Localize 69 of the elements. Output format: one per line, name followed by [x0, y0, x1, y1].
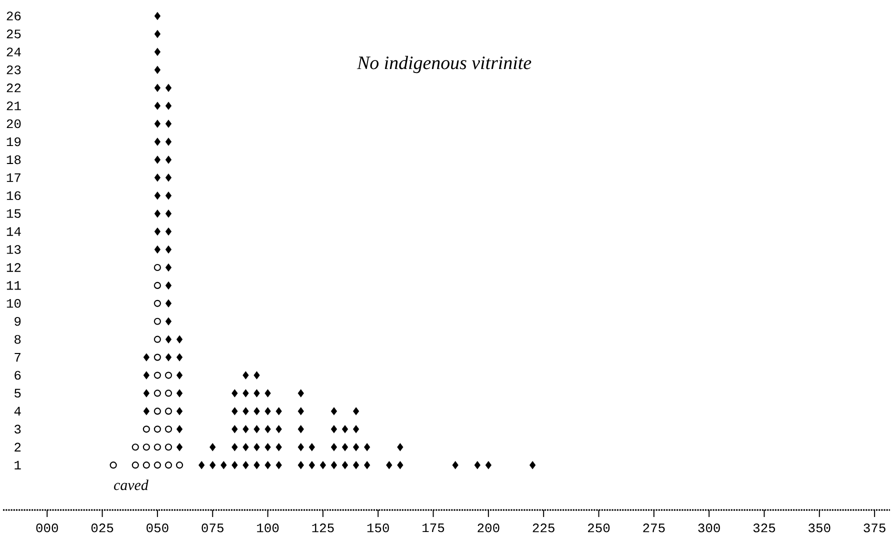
- point: [154, 354, 162, 361]
- point: [164, 426, 172, 433]
- point: [142, 426, 150, 433]
- y-tick-label: 22: [6, 84, 21, 92]
- point: [164, 444, 172, 451]
- point: [164, 390, 172, 397]
- x-tick-label: 275: [643, 524, 665, 532]
- x-tick-label: 350: [808, 524, 830, 532]
- point: [154, 336, 162, 343]
- y-tick-label: 26: [6, 12, 21, 20]
- y-tick-label: 10: [6, 299, 21, 308]
- x-tick-label: 025: [91, 524, 114, 532]
- x-tick-label: 300: [698, 524, 720, 532]
- point: [164, 408, 172, 415]
- y-tick-label: 18: [6, 155, 21, 164]
- y-tick-label: 11: [6, 281, 21, 290]
- point: [154, 372, 162, 379]
- y-tick-label: 24: [6, 48, 21, 56]
- y-tick-label: 7: [14, 353, 20, 362]
- x-tick-label: 325: [753, 524, 776, 532]
- y-tick-label: 12: [6, 263, 21, 272]
- point: [132, 444, 139, 451]
- y-tick-label: 13: [6, 245, 21, 254]
- point: [176, 462, 184, 469]
- point: [154, 264, 162, 272]
- y-tick-label: 20: [6, 119, 21, 128]
- point: [164, 462, 172, 469]
- y-tick-label: 23: [6, 65, 21, 74]
- y-tick-label: 6: [14, 370, 21, 380]
- y-tick-label: 1: [14, 460, 21, 470]
- y-tick-label: 16: [6, 191, 21, 200]
- x-tick-label: 125: [312, 524, 334, 532]
- y-tick-label: 8: [14, 334, 21, 344]
- y-tick-label: 5: [14, 388, 21, 398]
- point: [154, 300, 162, 307]
- annotation: No indigenous vitrinite: [356, 56, 532, 74]
- x-tick-label: 175: [422, 524, 444, 532]
- y-tick-label: 15: [6, 209, 21, 218]
- x-tick-label: 050: [146, 524, 168, 532]
- point: [154, 318, 162, 325]
- x-tick-label: 100: [257, 524, 279, 532]
- point: [142, 444, 150, 451]
- point: [110, 462, 117, 469]
- point: [142, 462, 150, 469]
- y-tick-label: 25: [6, 30, 21, 38]
- x-tick-label: 375: [864, 524, 886, 532]
- x-tick-label: 200: [478, 524, 500, 532]
- y-tick-label: 9: [14, 316, 21, 326]
- point: [164, 372, 172, 379]
- x-tick-label: 150: [367, 524, 389, 532]
- x-tick-label: 225: [532, 524, 554, 532]
- point: [154, 462, 162, 469]
- y-tick-label: 21: [6, 101, 21, 110]
- x-tick-label: 000: [36, 524, 58, 532]
- point: [154, 390, 162, 397]
- y-tick-label: 4: [14, 406, 21, 416]
- point: [154, 408, 162, 415]
- x-tick-label: 250: [588, 524, 610, 532]
- y-tick-label: 3: [14, 424, 21, 434]
- point: [154, 426, 162, 433]
- y-tick-label: 2: [14, 442, 21, 452]
- point: [154, 444, 162, 451]
- y-tick-label: 17: [6, 173, 20, 182]
- point: [154, 282, 162, 289]
- y-tick-label: 19: [6, 137, 21, 146]
- point: [132, 462, 139, 469]
- annotation: caved: [114, 480, 148, 490]
- y-tick-label: 14: [6, 227, 21, 236]
- x-tick-label: 075: [202, 524, 224, 532]
